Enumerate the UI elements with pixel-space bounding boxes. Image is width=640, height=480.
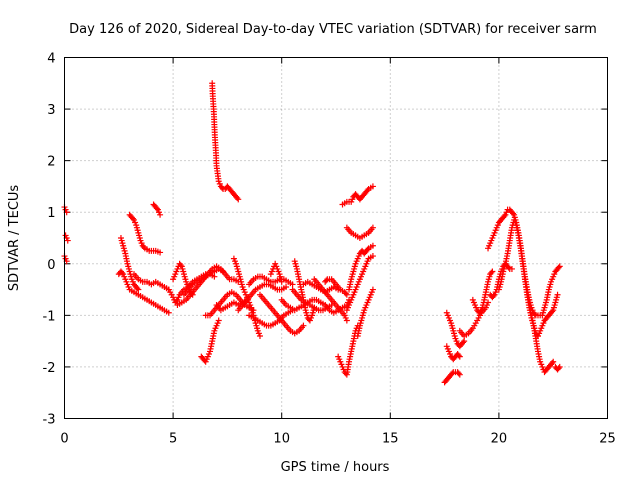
data-point bbox=[510, 210, 517, 217]
data-point bbox=[556, 363, 563, 370]
x-tick-label: 25 bbox=[599, 432, 616, 447]
x-tick-label: 5 bbox=[169, 432, 177, 447]
data-point bbox=[157, 211, 164, 218]
data-point bbox=[490, 293, 497, 300]
x-tick-label: 20 bbox=[491, 432, 508, 447]
data-point bbox=[343, 317, 350, 324]
data-point bbox=[455, 352, 462, 359]
data-point bbox=[220, 268, 227, 275]
y-tick-label: 3 bbox=[47, 103, 55, 118]
data-point bbox=[215, 317, 222, 324]
data-point bbox=[311, 304, 318, 311]
data-point bbox=[364, 246, 371, 253]
data-point bbox=[278, 278, 285, 285]
y-tick-label: 1 bbox=[47, 206, 55, 221]
y-tick-label: 4 bbox=[47, 52, 55, 67]
y-axis-label: SDTVAR / TECUs bbox=[7, 185, 22, 292]
chart-title: Day 126 of 2020, Sidereal Day-to-day VTE… bbox=[69, 22, 597, 37]
plot-frame bbox=[64, 57, 608, 419]
data-point bbox=[488, 269, 495, 276]
data-point bbox=[283, 283, 290, 290]
data-point bbox=[177, 262, 184, 269]
data-point bbox=[234, 195, 241, 202]
data-point bbox=[501, 213, 508, 220]
y-tick-label: 0 bbox=[47, 258, 55, 273]
x-axis-label: GPS time / hours bbox=[281, 460, 390, 475]
data-point bbox=[369, 286, 376, 293]
data-point bbox=[369, 242, 376, 249]
data-point bbox=[456, 371, 463, 378]
data-point bbox=[289, 281, 296, 288]
y-tick-label: 2 bbox=[47, 155, 55, 170]
data-point bbox=[369, 183, 376, 190]
data-point bbox=[477, 308, 484, 315]
data-point bbox=[119, 269, 126, 276]
x-tick-label: 10 bbox=[273, 432, 290, 447]
data-point bbox=[135, 286, 142, 293]
data-point bbox=[369, 224, 376, 231]
data-points bbox=[61, 80, 563, 386]
data-point bbox=[508, 265, 515, 272]
y-tick-label: -3 bbox=[43, 413, 56, 428]
data-point bbox=[140, 244, 147, 251]
data-point bbox=[550, 358, 557, 365]
data-point bbox=[323, 277, 330, 284]
data-point bbox=[343, 291, 350, 298]
data-point bbox=[556, 263, 563, 270]
data-point bbox=[173, 298, 180, 305]
data-point bbox=[64, 237, 71, 244]
tick-labels: 0 5 10 15 20 25 -3 -2 -1 0 1 2 3 4 bbox=[43, 52, 616, 447]
data-point bbox=[505, 264, 512, 271]
data-point bbox=[369, 253, 376, 260]
data-point bbox=[460, 339, 467, 346]
data-point bbox=[256, 332, 263, 339]
data-point bbox=[153, 205, 160, 212]
data-point bbox=[300, 322, 307, 329]
grid-lines bbox=[64, 57, 608, 419]
data-point bbox=[549, 360, 556, 367]
y-tick-label: -2 bbox=[43, 361, 56, 376]
data-point bbox=[549, 308, 556, 315]
data-point bbox=[531, 311, 538, 318]
data-point bbox=[489, 268, 496, 275]
data-point bbox=[554, 291, 561, 298]
data-point bbox=[129, 215, 136, 222]
data-point bbox=[461, 338, 468, 345]
data-point bbox=[235, 196, 242, 203]
data-point bbox=[211, 273, 218, 280]
data-point bbox=[455, 370, 462, 377]
x-tick-label: 0 bbox=[60, 432, 68, 447]
data-point bbox=[555, 365, 562, 372]
axis-ticks bbox=[64, 57, 608, 419]
data-point bbox=[342, 290, 349, 297]
data-point bbox=[449, 370, 456, 377]
x-tick-label: 15 bbox=[382, 432, 399, 447]
data-point bbox=[165, 309, 172, 316]
data-point bbox=[555, 264, 562, 271]
data-point bbox=[134, 285, 141, 292]
y-tick-label: -1 bbox=[43, 309, 56, 324]
data-point bbox=[364, 187, 371, 194]
data-point bbox=[157, 249, 164, 256]
data-point bbox=[456, 353, 463, 360]
